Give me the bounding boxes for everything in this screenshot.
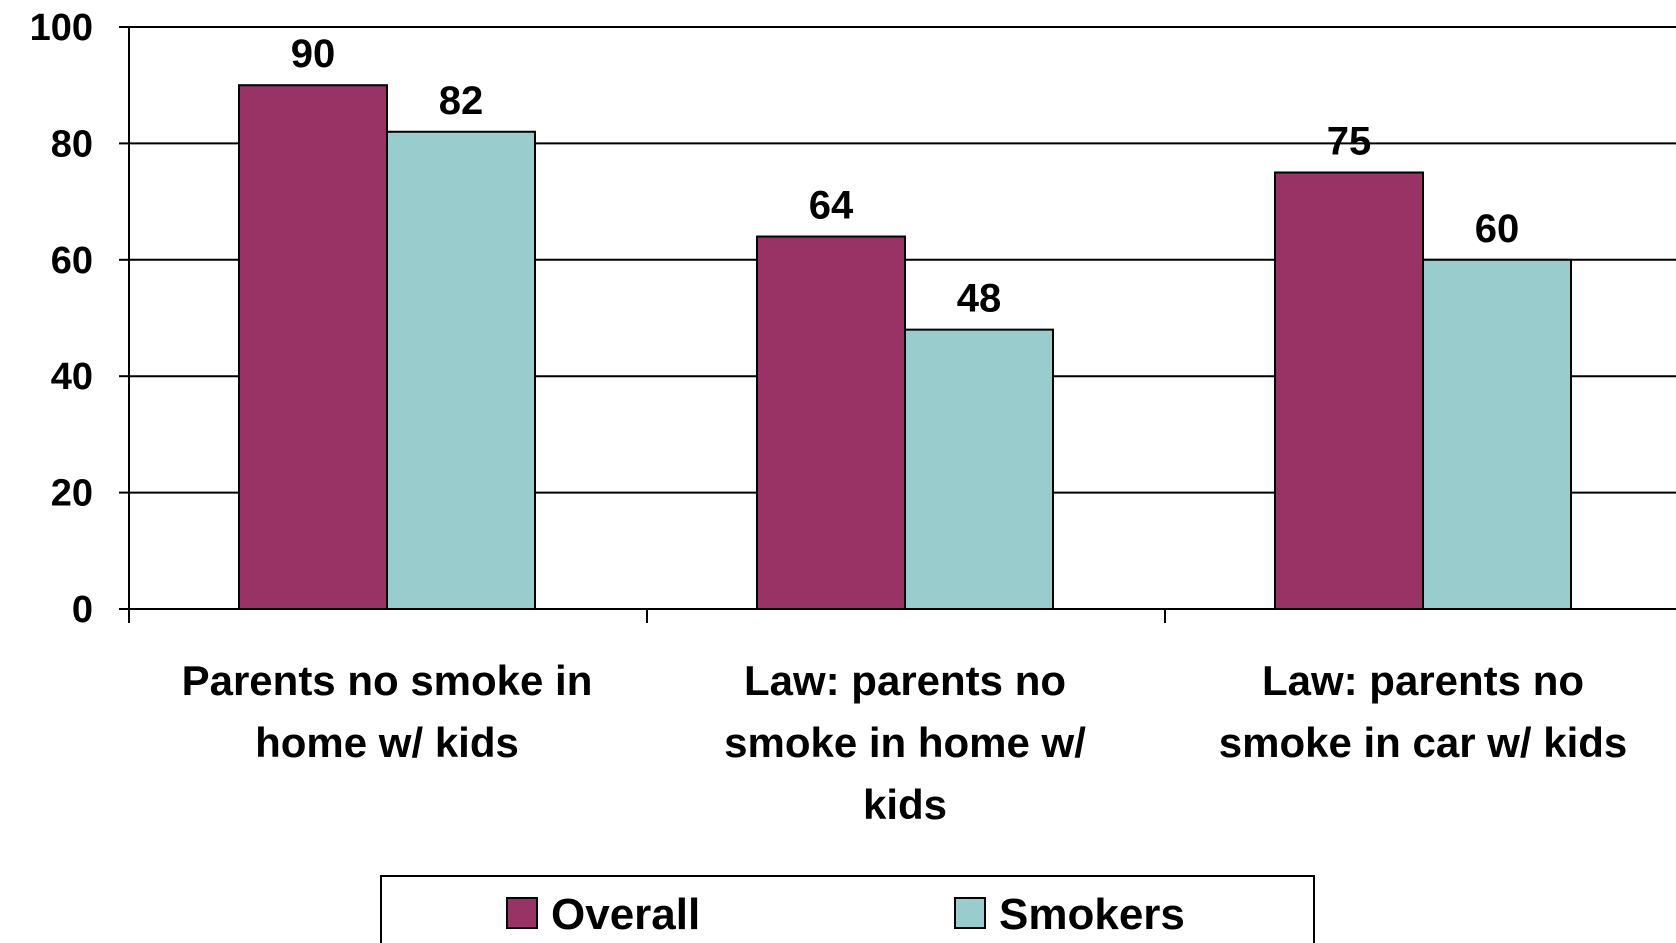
legend-swatch-smokers xyxy=(954,897,986,929)
legend-label-smokers: Smokers xyxy=(999,890,1185,939)
x-category-label-line: home w/ kids xyxy=(255,719,519,766)
data-label: 82 xyxy=(439,79,484,123)
y-tick-label: 40 xyxy=(51,356,93,398)
bar-smokers xyxy=(386,130,536,610)
bar-smokers xyxy=(904,328,1054,610)
axes xyxy=(128,27,1676,623)
y-tick-label: 20 xyxy=(51,473,93,515)
category-labels: Parents no smoke in home w/ kids Law: pare… xyxy=(182,657,1628,828)
x-category-label: Law: parents no smoke in car w/ kids xyxy=(1219,657,1628,766)
data-label: 75 xyxy=(1327,120,1372,164)
legend-swatch-overall xyxy=(506,897,538,929)
x-category-label-line: Law: parents no xyxy=(1262,657,1584,704)
y-tick-label: 60 xyxy=(51,240,93,282)
data-label: 60 xyxy=(1475,207,1520,251)
y-axis-ticks: 0 20 40 60 80 100 xyxy=(30,7,129,631)
data-label: 48 xyxy=(957,277,1002,321)
x-category-label-line: smoke in car w/ kids xyxy=(1219,719,1628,766)
y-tick-label: 100 xyxy=(30,7,93,49)
legend: Overall Smokers xyxy=(380,875,1315,943)
x-category-label: Law: parents no smoke in home w/kids xyxy=(724,657,1086,828)
x-category-label-line: Parents no smoke in xyxy=(182,657,593,704)
bars xyxy=(238,84,1572,611)
data-label: 90 xyxy=(291,32,336,76)
data-label: 64 xyxy=(809,184,854,228)
x-category-label-line: kids xyxy=(863,781,947,828)
bar-smokers xyxy=(1422,258,1572,610)
y-tick-label: 0 xyxy=(72,589,93,631)
bar-overall xyxy=(756,235,906,611)
legend-label-overall: Overall xyxy=(551,890,700,939)
x-category-label: Parents no smoke in home w/ kids xyxy=(182,657,593,766)
x-category-label-line: Law: parents no xyxy=(744,657,1066,704)
y-tick-label: 80 xyxy=(51,123,93,165)
bar-overall xyxy=(1274,171,1424,610)
data-labels: 90 82 64 48 75 60 xyxy=(291,32,1520,320)
bar-overall xyxy=(238,84,388,610)
x-category-label-line: smoke in home w/ xyxy=(724,719,1086,766)
